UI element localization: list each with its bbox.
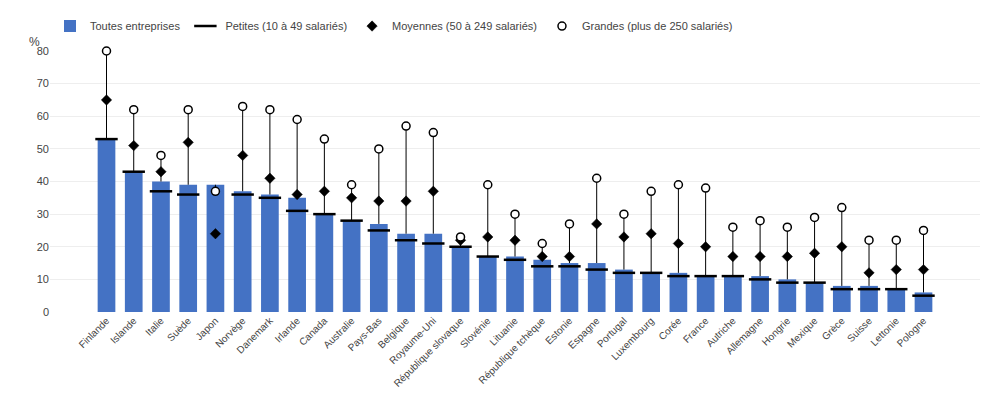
svg-text:Japon: Japon xyxy=(193,315,220,342)
svg-text:Norvège: Norvège xyxy=(213,315,248,350)
svg-text:Toutes entreprises: Toutes entreprises xyxy=(90,20,180,32)
svg-text:70: 70 xyxy=(37,77,49,89)
svg-text:Slovénie: Slovénie xyxy=(458,315,493,350)
svg-text:Hongrie: Hongrie xyxy=(760,315,793,348)
svg-text:Grandes (plus de 250 salariés): Grandes (plus de 250 salariés) xyxy=(582,20,732,32)
svg-text:Moyennes (50 à 249 salariés): Moyennes (50 à 249 salariés) xyxy=(392,20,537,32)
svg-text:20: 20 xyxy=(37,241,49,253)
svg-text:Italie: Italie xyxy=(143,315,166,338)
svg-text:Estonie: Estonie xyxy=(543,315,575,347)
svg-text:France: France xyxy=(681,315,711,345)
svg-text:Allemagne: Allemagne xyxy=(724,315,765,356)
svg-text:Luxembourg: Luxembourg xyxy=(609,315,656,362)
svg-text:Danemark: Danemark xyxy=(234,314,275,355)
svg-text:40: 40 xyxy=(37,175,49,187)
svg-text:Petites (10 à 49 salariés): Petites (10 à 49 salariés) xyxy=(225,20,347,32)
svg-text:Belgique: Belgique xyxy=(376,315,412,351)
svg-text:Pays-Bas: Pays-Bas xyxy=(346,315,384,353)
svg-text:Espagne: Espagne xyxy=(566,315,602,351)
svg-text:Irlande: Irlande xyxy=(273,315,303,345)
svg-text:60: 60 xyxy=(37,110,49,122)
svg-text:Suède: Suède xyxy=(165,315,194,344)
svg-text:République slovaque: République slovaque xyxy=(392,315,466,389)
svg-text:Lituanie: Lituanie xyxy=(487,315,520,348)
svg-text:%: % xyxy=(29,35,40,49)
svg-text:30: 30 xyxy=(37,208,49,220)
svg-text:Australie: Australie xyxy=(321,315,357,351)
svg-text:Islande: Islande xyxy=(108,315,139,346)
svg-text:Autriche: Autriche xyxy=(704,315,738,349)
svg-text:Suisse: Suisse xyxy=(845,315,874,344)
svg-text:Portugal: Portugal xyxy=(595,315,629,349)
svg-text:Finlande: Finlande xyxy=(77,315,112,350)
svg-text:Canada: Canada xyxy=(297,315,330,348)
svg-text:Pologne: Pologne xyxy=(895,315,929,349)
svg-text:50: 50 xyxy=(37,143,49,155)
svg-text:République tchèque: République tchèque xyxy=(476,315,547,386)
svg-text:0: 0 xyxy=(43,306,49,318)
svg-text:Corée: Corée xyxy=(656,315,683,342)
svg-text:Royaume-Uni: Royaume-Uni xyxy=(387,315,438,366)
svg-text:Grèce: Grèce xyxy=(820,315,847,342)
svg-text:Lettonie: Lettonie xyxy=(868,315,901,348)
svg-text:80: 80 xyxy=(37,45,49,57)
svg-text:10: 10 xyxy=(37,273,49,285)
svg-text:Mexique: Mexique xyxy=(785,315,820,350)
